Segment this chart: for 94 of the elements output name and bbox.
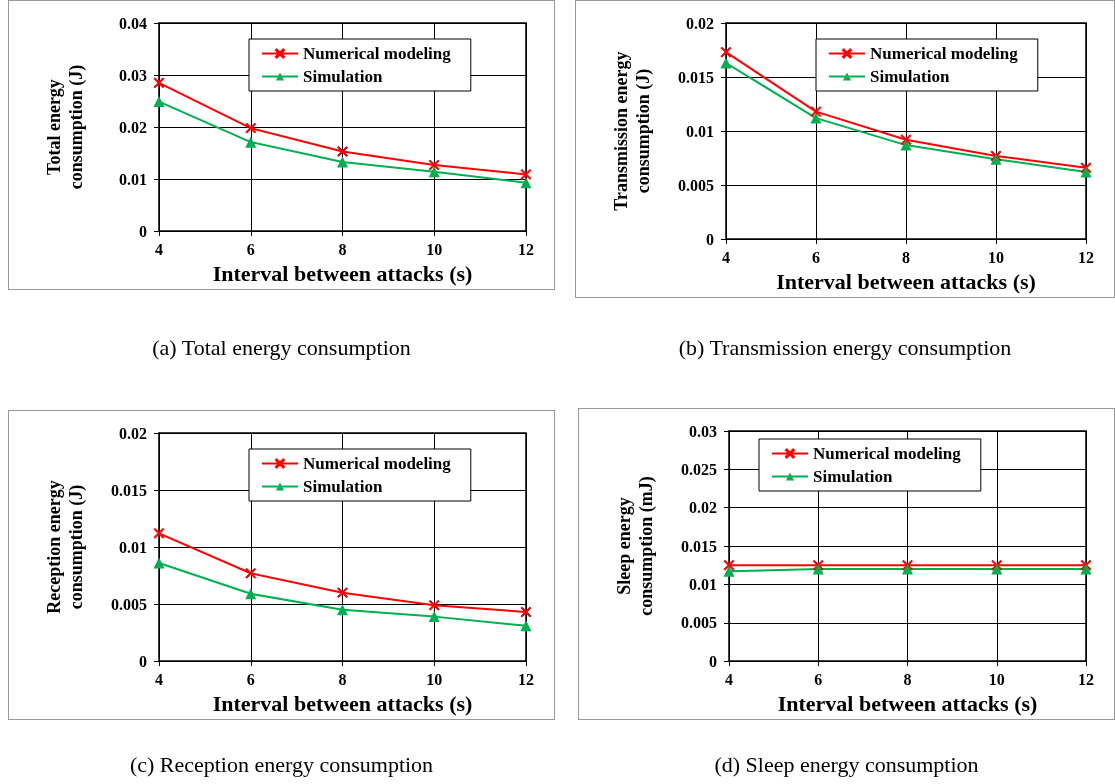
x-tick-label: 8 (903, 670, 912, 688)
point (153, 527, 165, 539)
point (245, 588, 257, 600)
x-tick-label: 12 (518, 670, 534, 688)
y-tick-label: 0.005 (111, 595, 147, 613)
x-tick-label: 10 (426, 670, 443, 688)
x-axis-title: Interval between attacks (s) (212, 690, 473, 716)
x-tick-label: 4 (722, 248, 730, 266)
x-tick-label: 6 (246, 670, 255, 688)
legend-label: Simulation (870, 67, 950, 86)
point (245, 136, 257, 148)
x-tick-label: 6 (246, 240, 255, 258)
legend-label: Numerical modeling (813, 444, 962, 463)
text: (b) Transmission energy consumption (677, 335, 1013, 361)
legend-label: Simulation (303, 477, 383, 496)
point (245, 122, 257, 134)
x-axis-title: Interval between attacks (s) (212, 260, 473, 286)
x-tick-label: 12 (518, 240, 534, 258)
y-tick-label: 0.01 (686, 122, 714, 140)
point (902, 563, 913, 575)
x-tick-label: 12 (1078, 670, 1094, 688)
x-tick-label: 8 (338, 670, 347, 688)
x-axis-title: Interval between attacks (s) (777, 690, 1038, 716)
y-axis-title: Total energy consumption (J) (44, 64, 87, 190)
point (720, 46, 732, 58)
legend-label: Simulation (303, 67, 383, 86)
legend-label: Numerical modeling (870, 44, 1019, 63)
point (1080, 166, 1092, 178)
legend-label: Numerical modeling (303, 454, 452, 473)
legend-label: Numerical modeling (303, 44, 452, 63)
point (810, 106, 822, 118)
point (153, 96, 165, 108)
x-tick-label: 8 (902, 248, 910, 266)
y-axis-title: Reception energy consumption (J) (44, 480, 87, 614)
point (812, 563, 824, 575)
x-tick-label: 6 (812, 248, 820, 266)
y-tick-label: 0.01 (119, 538, 147, 556)
x-tick-label: 10 (988, 670, 1005, 688)
point (153, 77, 165, 89)
y-tick-label: 0.02 (689, 499, 717, 517)
y-tick-label: 0.02 (119, 424, 147, 442)
text: (c) Reception energy consumption (128, 752, 435, 778)
x-tick-label: 8 (338, 240, 347, 258)
y-tick-label: 0 (709, 652, 717, 670)
x-tick-label: 6 (814, 670, 823, 688)
y-tick-label: 0.03 (689, 422, 717, 440)
text: (d) Sleep energy consumption (713, 752, 980, 778)
point (1080, 563, 1092, 575)
point (337, 156, 348, 168)
point (520, 168, 532, 180)
point (723, 559, 735, 571)
point (900, 134, 912, 146)
x-tick-label: 10 (426, 240, 443, 258)
point (723, 565, 735, 577)
x-tick-label: 4 (155, 670, 163, 688)
x-axis-title: Interval between attacks (s) (776, 268, 1036, 294)
point (337, 604, 348, 616)
point (337, 587, 348, 599)
y-axis-title: Sleep energy consumption (mJ) (614, 476, 657, 616)
y-tick-label: 0.02 (686, 14, 714, 32)
y-tick-label: 0.01 (119, 170, 147, 188)
y-tick-label: 0 (139, 652, 147, 670)
text: (a) Total energy consumption (151, 335, 412, 361)
legend-label: Simulation (813, 467, 893, 486)
y-tick-label: 0.04 (119, 14, 147, 32)
point (520, 177, 532, 189)
x-tick-label: 4 (155, 240, 163, 258)
point (153, 557, 165, 569)
point (991, 563, 1003, 575)
x-tick-label: 4 (725, 670, 733, 688)
y-tick-label: 0.025 (681, 460, 717, 478)
point (428, 159, 440, 171)
y-tick-label: 0.02 (119, 118, 147, 136)
point (428, 166, 440, 178)
point (720, 57, 732, 69)
point (900, 139, 912, 151)
y-tick-label: 0.015 (111, 481, 147, 499)
point (810, 112, 822, 124)
y-tick-label: 0 (139, 222, 147, 240)
point (428, 599, 440, 611)
x-tick-label: 12 (1078, 248, 1094, 266)
point (245, 567, 257, 579)
point (428, 611, 440, 623)
y-tick-label: 0.01 (689, 575, 717, 593)
y-tick-label: 0.005 (678, 176, 714, 194)
y-tick-label: 0.015 (681, 537, 717, 555)
y-tick-label: 0 (706, 230, 714, 248)
point (337, 146, 348, 157)
x-tick-label: 10 (988, 248, 1004, 266)
y-tick-label: 0.005 (681, 614, 717, 632)
point (520, 620, 532, 632)
y-tick-label: 0.03 (119, 66, 147, 84)
y-axis-title: Transmission energy consumption (J) (611, 51, 654, 211)
y-tick-label: 0.015 (678, 68, 714, 86)
